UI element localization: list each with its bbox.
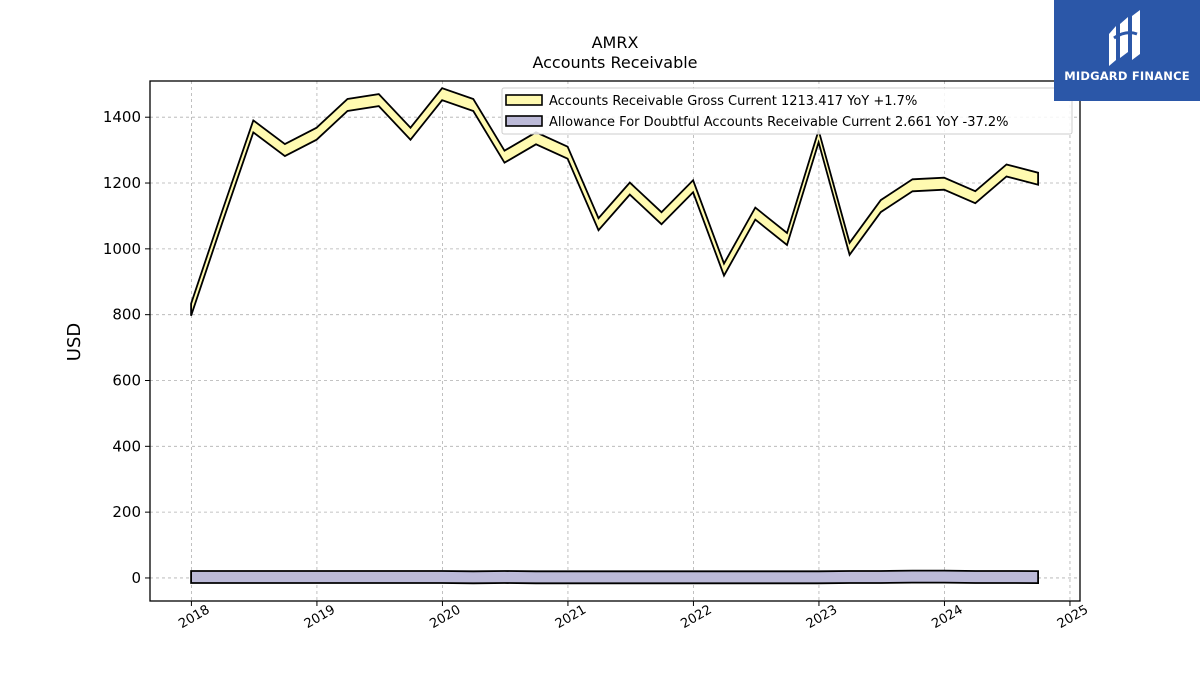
chart-subtitle: Accounts Receivable	[532, 53, 697, 72]
data-point	[818, 577, 819, 578]
data-point	[912, 576, 913, 577]
data-point	[473, 105, 474, 106]
data-point	[536, 577, 537, 578]
data-point	[567, 577, 568, 578]
data-point	[442, 94, 443, 95]
data-point	[598, 577, 599, 578]
data-point	[629, 188, 630, 189]
data-point	[786, 577, 787, 578]
data-point	[284, 150, 285, 151]
data-point	[786, 238, 787, 239]
data-point	[755, 577, 756, 578]
x-tick-label: 2023	[804, 602, 840, 632]
data-point	[912, 185, 913, 186]
y-tick-label: 0	[131, 569, 141, 587]
y-tick-label: 600	[112, 371, 141, 389]
chart-title: AMRX	[592, 33, 639, 52]
legend-swatch-allowance	[505, 115, 543, 127]
x-tick-label: 2022	[678, 602, 714, 632]
data-point	[818, 136, 819, 137]
x-tick-label: 2021	[553, 602, 589, 632]
data-point	[1006, 170, 1007, 171]
data-point	[849, 248, 850, 249]
plot-frame	[149, 80, 1081, 602]
data-point	[849, 576, 850, 577]
data-point	[724, 269, 725, 270]
y-tick-label: 1000	[103, 240, 141, 258]
data-point	[1006, 576, 1007, 577]
data-point	[191, 309, 192, 310]
data-point	[222, 217, 223, 218]
data-point	[880, 206, 881, 207]
data-point	[222, 576, 223, 577]
y-tick-label: 1200	[103, 174, 141, 192]
data-point	[629, 577, 630, 578]
legend-label-gross: Accounts Receivable Gross Current 1213.4…	[549, 94, 917, 109]
data-point	[253, 126, 254, 127]
x-tick-label: 2018	[176, 602, 212, 632]
data-point	[378, 100, 379, 101]
data-point	[378, 576, 379, 577]
data-point	[598, 224, 599, 225]
x-tick-label: 2024	[929, 602, 965, 632]
data-point	[410, 133, 411, 134]
data-point	[253, 576, 254, 577]
x-axis: 2018 2019 2020 2021 2022 2023 2024 2025	[176, 601, 1091, 632]
plot-series	[190, 87, 1039, 585]
grid	[150, 81, 1080, 601]
data-point	[473, 577, 474, 578]
y-tick-label: 400	[112, 437, 141, 455]
data-point	[504, 576, 505, 577]
brand-logo: MIDGARD FINANCE	[1054, 0, 1200, 101]
series-line-allowance	[190, 569, 1039, 585]
data-point	[944, 183, 945, 184]
data-point	[1038, 178, 1039, 179]
data-point	[755, 213, 756, 214]
data-point	[410, 576, 411, 577]
data-point	[724, 577, 725, 578]
data-point	[191, 576, 192, 577]
data-point	[347, 105, 348, 106]
data-point	[347, 576, 348, 577]
data-point	[944, 576, 945, 577]
series-line-gross	[190, 87, 1039, 316]
y-axis: 0 200 400 600 800 1000 1200 1400	[103, 108, 150, 587]
x-tick-label: 2020	[427, 602, 463, 632]
data-point	[567, 152, 568, 153]
data-point	[442, 576, 443, 577]
data-point	[880, 576, 881, 577]
data-point	[536, 138, 537, 139]
y-tick-label: 200	[112, 503, 141, 521]
data-point	[316, 576, 317, 577]
data-point	[975, 197, 976, 198]
data-point	[975, 576, 976, 577]
y-axis-label: USD	[64, 323, 85, 361]
data-point	[661, 577, 662, 578]
midgard-logo-icon	[1109, 10, 1140, 66]
y-tick-label: 800	[112, 306, 141, 324]
data-point	[284, 576, 285, 577]
x-tick-label: 2019	[302, 602, 338, 632]
data-point	[661, 218, 662, 219]
data-point	[693, 186, 694, 187]
data-point	[504, 156, 505, 157]
data-point	[1038, 577, 1039, 578]
data-point	[316, 133, 317, 134]
y-tick-label: 1400	[103, 108, 141, 126]
legend-label-allowance: Allowance For Doubtful Accounts Receivab…	[549, 115, 1009, 130]
x-tick-label: 2025	[1055, 602, 1091, 632]
legend: Accounts Receivable Gross Current 1213.4…	[501, 87, 1073, 135]
brand-name: MIDGARD FINANCE	[1064, 69, 1190, 83]
data-point	[693, 577, 694, 578]
legend-frame	[501, 87, 1073, 135]
legend-swatch-gross	[505, 94, 543, 106]
